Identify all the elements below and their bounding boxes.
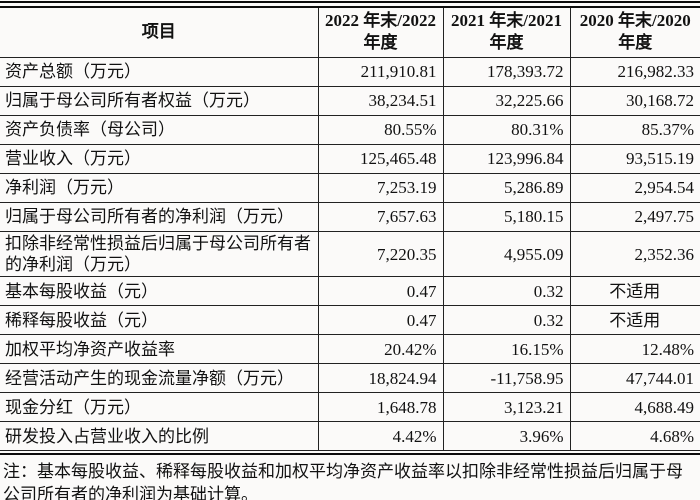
value-cell: 5,286.89 bbox=[442, 172, 571, 203]
table-body: 资产总额（万元） 211,910.81 178,393.72 216,982.33 归属… bbox=[0, 56, 700, 452]
table-row: 资产负债率（母公司） 80.55% 80.31% 85.37% bbox=[0, 114, 700, 145]
value-cell: 7,220.35 bbox=[317, 230, 444, 278]
value-cell: 216,982.33 bbox=[569, 56, 700, 87]
financial-summary-table: 项目 2022 年末/2022 年度 2021 年末/2021 年度 2020 … bbox=[0, 8, 700, 452]
value-cell: 20.42% bbox=[317, 334, 444, 365]
table-row: 归属于母公司所有者的净利润（万元） 7,657.63 5,180.15 2,497.7… bbox=[0, 201, 700, 232]
value-cell: 30,168.72 bbox=[569, 85, 700, 116]
value-cell: 93,515.19 bbox=[569, 143, 700, 174]
value-cell: 211,910.81 bbox=[317, 56, 444, 87]
value-cell: 16.15% bbox=[442, 334, 571, 365]
value-cell: 7,657.63 bbox=[317, 201, 444, 232]
value-cell: 4.42% bbox=[317, 421, 444, 452]
table-row: 营业收入（万元） 125,465.48 123,996.84 93,515.19 bbox=[0, 143, 700, 174]
row-label-cell: 扣除非经常性损益后归属于母公司所有者的净利润（万元） bbox=[0, 230, 319, 278]
row-label-cell: 稀释每股收益（元） bbox=[0, 305, 319, 336]
row-label-cell: 经营活动产生的现金流量净额（万元） bbox=[0, 363, 319, 394]
table-row: 归属于母公司所有者权益（万元） 38,234.51 32,225.66 30,168.… bbox=[0, 85, 700, 116]
header-2020-line2: 年度 bbox=[618, 33, 653, 53]
value-cell: 0.32 bbox=[442, 305, 571, 336]
value-cell: 178,393.72 bbox=[442, 56, 571, 87]
footnote: 注：基本每股收益、稀释每股收益和加权平均净资产收益率以扣除非经常性损益后归属于母… bbox=[3, 462, 683, 500]
value-cell: 85.37% bbox=[569, 114, 700, 145]
row-label-cell: 资产负债率（母公司） bbox=[0, 114, 319, 145]
value-cell: 0.32 bbox=[442, 276, 571, 307]
value-cell: 80.55% bbox=[317, 114, 444, 145]
header-2021-line1: 2021 年末/2021 bbox=[451, 11, 562, 30]
row-label-cell: 资产总额（万元） bbox=[0, 56, 319, 87]
table-row: 经营活动产生的现金流量净额（万元） 18,824.94 -11,758.95 47,7… bbox=[0, 363, 700, 394]
value-cell: 0.47 bbox=[317, 276, 444, 307]
value-cell: 0.47 bbox=[317, 305, 444, 336]
table-row: 基本每股收益（元） 0.47 0.32 不适用 bbox=[0, 276, 700, 307]
row-label-cell: 现金分红（万元） bbox=[0, 392, 319, 423]
value-cell: 3,123.21 bbox=[442, 392, 571, 423]
table-row: 加权平均净资产收益率 20.42% 16.15% 12.48% bbox=[0, 334, 700, 365]
value-cell: 38,234.51 bbox=[317, 85, 444, 116]
value-cell: 4,955.09 bbox=[442, 230, 571, 278]
value-cell: 5,180.15 bbox=[442, 201, 571, 232]
table-bottom-double-rule bbox=[0, 453, 700, 456]
table-top-double-rule bbox=[0, 1, 700, 8]
value-cell: 7,253.19 bbox=[317, 172, 444, 203]
header-cell-2020: 2020 年末/2020 年度 bbox=[569, 8, 700, 58]
table-row: 资产总额（万元） 211,910.81 178,393.72 216,982.33 bbox=[0, 56, 700, 87]
value-cell: 2,954.54 bbox=[569, 172, 700, 203]
header-cell-2021: 2021 年末/2021 年度 bbox=[442, 8, 571, 58]
row-label-cell: 研发投入占营业收入的比例 bbox=[0, 421, 319, 452]
value-cell: 32,225.66 bbox=[442, 85, 571, 116]
row-label-cell: 净利润（万元） bbox=[0, 172, 319, 203]
value-cell: 3.96% bbox=[442, 421, 571, 452]
row-label-cell: 营业收入（万元） bbox=[0, 143, 319, 174]
value-cell: 80.31% bbox=[442, 114, 571, 145]
table-row: 净利润（万元） 7,253.19 5,286.89 2,954.54 bbox=[0, 172, 700, 203]
value-cell: 4.68% bbox=[569, 421, 700, 452]
header-2021-line2: 年度 bbox=[489, 33, 524, 53]
value-cell: 2,497.75 bbox=[569, 201, 700, 232]
header-2022-line1: 2022 年末/2022 bbox=[325, 11, 436, 30]
table-row: 扣除非经常性损益后归属于母公司所有者的净利润（万元） 7,220.35 4,955.… bbox=[0, 230, 700, 278]
table-row: 研发投入占营业收入的比例 4.42% 3.96% 4.68% bbox=[0, 421, 700, 452]
value-cell: -11,758.95 bbox=[442, 363, 571, 394]
header-row: 项目 2022 年末/2022 年度 2021 年末/2021 年度 2020 … bbox=[0, 8, 700, 58]
header-cell-2022: 2022 年末/2022 年度 bbox=[317, 8, 444, 58]
header-2020-line1: 2020 年末/2020 bbox=[579, 11, 691, 30]
table-header: 项目 2022 年末/2022 年度 2021 年末/2021 年度 2020 … bbox=[0, 8, 700, 58]
row-label-cell: 加权平均净资产收益率 bbox=[0, 334, 319, 365]
row-label-cell: 归属于母公司所有者权益（万元） bbox=[0, 85, 319, 116]
value-cell: 1,648.78 bbox=[317, 392, 444, 423]
header-2022-line2: 年度 bbox=[363, 33, 398, 53]
value-cell: 125,465.48 bbox=[317, 143, 444, 174]
row-label-cell: 基本每股收益（元） bbox=[0, 276, 319, 307]
value-cell: 18,824.94 bbox=[317, 363, 444, 394]
header-cell-item: 项目 bbox=[0, 8, 319, 58]
value-cell: 123,996.84 bbox=[442, 143, 571, 174]
value-cell: 2,352.36 bbox=[569, 230, 700, 278]
value-cell: 12.48% bbox=[569, 334, 700, 365]
row-label-cell: 归属于母公司所有者的净利润（万元） bbox=[0, 201, 319, 232]
value-cell: 47,744.01 bbox=[569, 363, 700, 394]
value-cell: 不适用 bbox=[569, 305, 700, 336]
value-cell: 不适用 bbox=[569, 276, 700, 307]
value-cell: 4,688.49 bbox=[569, 392, 700, 423]
table-row: 现金分红（万元） 1,648.78 3,123.21 4,688.49 bbox=[0, 392, 700, 423]
table-row: 稀释每股收益（元） 0.47 0.32 不适用 bbox=[0, 305, 700, 336]
